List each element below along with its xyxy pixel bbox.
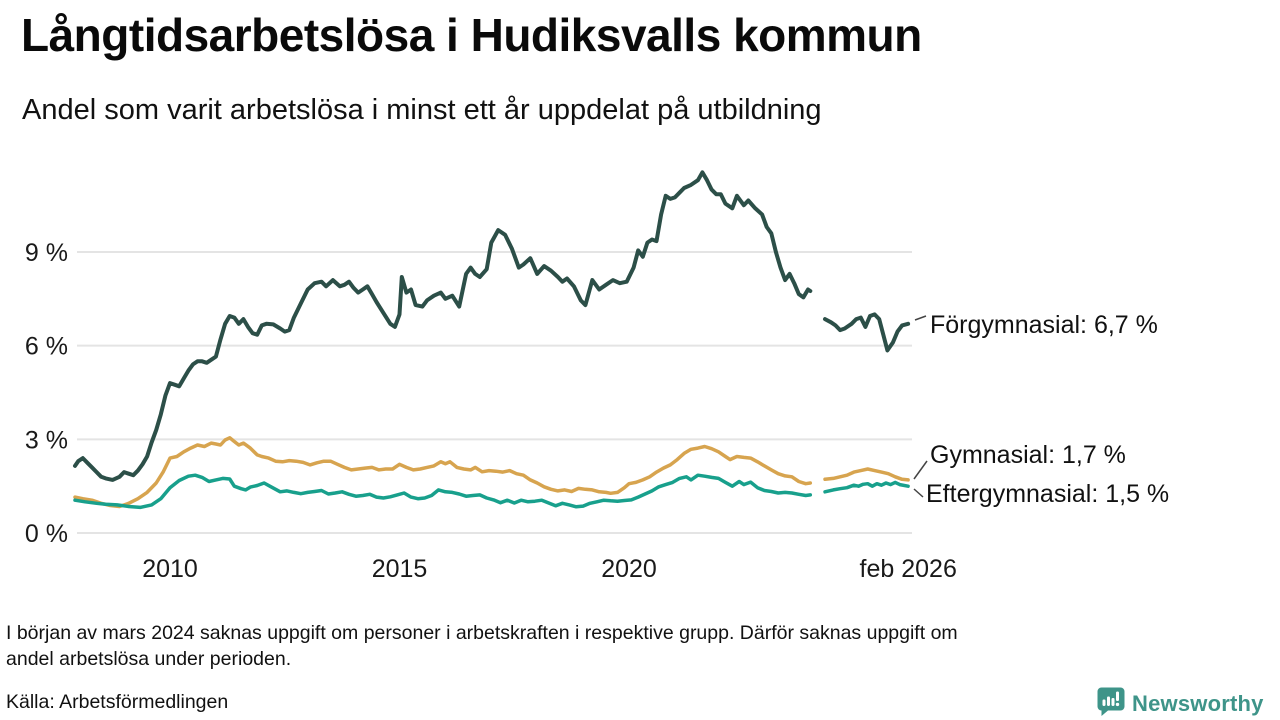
page-title: Långtidsarbetslösa i Hudiksvalls kommun <box>21 9 922 61</box>
series-lines <box>73 170 911 510</box>
source-label: Källa: Arbetsförmedlingen <box>6 691 229 713</box>
y-tick-label-9: 9 % <box>25 239 68 267</box>
y-tick-label-6: 6 % <box>25 333 68 361</box>
x-tick-label-2015: 2015 <box>372 555 428 583</box>
series-end-labels: Förgymnasial: 6,7 % Gymnasial: 1,7 % Eft… <box>926 311 1169 508</box>
y-axis: 0 % 3 % 6 % 9 % <box>25 239 68 548</box>
gridlines <box>77 251 912 534</box>
newsworthy-wordmark: Newsworthy <box>1132 691 1264 716</box>
footnote-line-1: I början av mars 2024 saknas uppgift om … <box>6 622 958 644</box>
x-tick-label-2010: 2010 <box>142 555 198 583</box>
label-leader-lines <box>913 315 928 498</box>
x-tick-label-2020: 2020 <box>601 555 657 583</box>
x-axis: 2010 2015 2020 feb 2026 <box>142 555 957 583</box>
y-tick-label-3: 3 % <box>25 426 68 454</box>
newsworthy-logo: Newsworthy <box>1096 686 1264 720</box>
footnote-line-2: andel arbetslösa under perioden. <box>6 648 292 670</box>
newsworthy-icon <box>1096 686 1126 720</box>
footnote: I början av mars 2024 saknas uppgift om … <box>6 620 958 672</box>
page-subtitle: Andel som varit arbetslösa i minst ett å… <box>22 94 822 126</box>
series-end-label-eftergymnasial: Eftergymnasial: 1,5 % <box>926 480 1169 508</box>
x-tick-label-feb-2026: feb 2026 <box>860 555 957 583</box>
y-tick-label-0: 0 % <box>25 520 68 548</box>
series-end-label-gymnasial: Gymnasial: 1,7 % <box>930 441 1126 469</box>
series-end-label-forgymnasial: Förgymnasial: 6,7 % <box>930 311 1158 339</box>
